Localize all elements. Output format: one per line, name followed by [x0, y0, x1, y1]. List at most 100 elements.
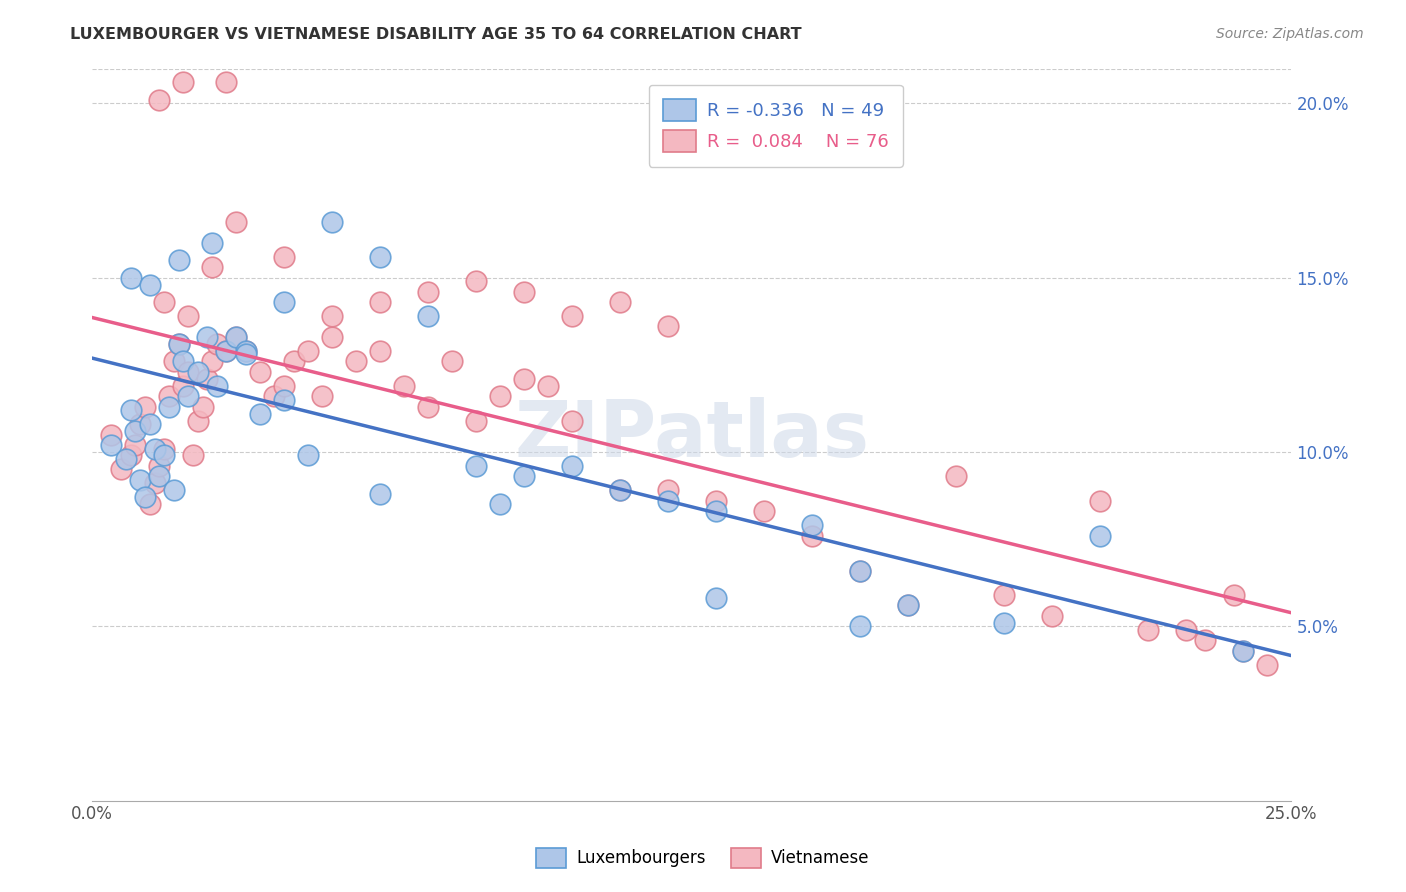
Point — [993, 615, 1015, 630]
Point — [110, 462, 132, 476]
Point — [440, 354, 463, 368]
Point — [273, 250, 295, 264]
Point — [800, 518, 823, 533]
Point — [153, 449, 176, 463]
Point — [945, 469, 967, 483]
Point — [561, 309, 583, 323]
Point — [321, 215, 343, 229]
Point — [215, 75, 238, 89]
Point — [143, 442, 166, 456]
Point — [321, 309, 343, 323]
Point — [897, 599, 920, 613]
Point — [124, 438, 146, 452]
Point — [848, 564, 870, 578]
Point — [263, 389, 285, 403]
Point — [139, 417, 162, 431]
Point — [321, 330, 343, 344]
Point — [120, 270, 142, 285]
Point — [297, 343, 319, 358]
Point — [1256, 657, 1278, 672]
Point — [1174, 623, 1197, 637]
Point — [273, 295, 295, 310]
Point — [181, 449, 204, 463]
Point — [225, 330, 247, 344]
Point — [297, 449, 319, 463]
Point — [157, 400, 180, 414]
Point — [177, 365, 200, 379]
Point — [215, 343, 238, 358]
Point — [1223, 588, 1246, 602]
Point — [657, 493, 679, 508]
Point — [172, 354, 194, 368]
Point — [120, 403, 142, 417]
Point — [114, 452, 136, 467]
Point — [537, 378, 560, 392]
Point — [416, 400, 439, 414]
Point — [201, 354, 224, 368]
Point — [609, 483, 631, 498]
Point — [1194, 633, 1216, 648]
Point — [368, 343, 391, 358]
Point — [235, 343, 257, 358]
Point — [195, 372, 218, 386]
Point — [215, 343, 238, 358]
Point — [1088, 529, 1111, 543]
Point — [609, 483, 631, 498]
Point — [465, 414, 488, 428]
Point — [897, 599, 920, 613]
Point — [177, 389, 200, 403]
Point — [993, 588, 1015, 602]
Point — [139, 277, 162, 292]
Point — [344, 354, 367, 368]
Point — [465, 274, 488, 288]
Point — [201, 235, 224, 250]
Point — [157, 389, 180, 403]
Point — [513, 469, 536, 483]
Point — [225, 215, 247, 229]
Point — [657, 483, 679, 498]
Point — [124, 424, 146, 438]
Point — [163, 354, 186, 368]
Point — [153, 295, 176, 310]
Point — [177, 309, 200, 323]
Point — [172, 378, 194, 392]
Point — [201, 260, 224, 275]
Text: LUXEMBOURGER VS VIETNAMESE DISABILITY AGE 35 TO 64 CORRELATION CHART: LUXEMBOURGER VS VIETNAMESE DISABILITY AG… — [70, 27, 801, 42]
Point — [311, 389, 333, 403]
Point — [561, 458, 583, 473]
Point — [148, 469, 170, 483]
Point — [1232, 643, 1254, 657]
Point — [187, 365, 209, 379]
Point — [191, 400, 214, 414]
Point — [704, 504, 727, 518]
Point — [800, 529, 823, 543]
Text: Source: ZipAtlas.com: Source: ZipAtlas.com — [1216, 27, 1364, 41]
Point — [368, 250, 391, 264]
Point — [392, 378, 415, 392]
Point — [513, 372, 536, 386]
Point — [368, 295, 391, 310]
Point — [1232, 643, 1254, 657]
Point — [416, 309, 439, 323]
Point — [609, 295, 631, 310]
Point — [205, 337, 228, 351]
Point — [139, 497, 162, 511]
Text: ZIPatlas: ZIPatlas — [515, 397, 869, 473]
Point — [416, 285, 439, 299]
Point — [489, 389, 512, 403]
Point — [235, 347, 257, 361]
Point — [163, 483, 186, 498]
Point — [129, 473, 152, 487]
Point — [205, 378, 228, 392]
Legend: R = -0.336   N = 49, R =  0.084    N = 76: R = -0.336 N = 49, R = 0.084 N = 76 — [648, 85, 903, 167]
Point — [148, 93, 170, 107]
Point — [153, 442, 176, 456]
Point — [195, 330, 218, 344]
Point — [249, 407, 271, 421]
Point — [120, 449, 142, 463]
Point — [100, 427, 122, 442]
Point — [143, 476, 166, 491]
Point — [167, 337, 190, 351]
Point — [273, 392, 295, 407]
Point — [1088, 493, 1111, 508]
